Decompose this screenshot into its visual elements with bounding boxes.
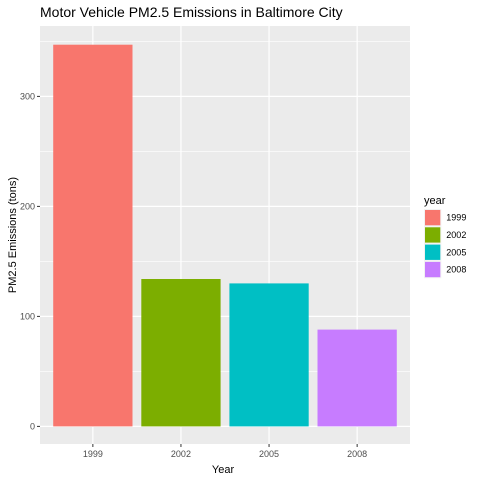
legend-title: year bbox=[424, 195, 446, 207]
bars bbox=[53, 44, 397, 427]
y-tick-label: 200 bbox=[20, 201, 35, 211]
y-tick-label: 300 bbox=[20, 91, 35, 101]
x-axis: 1999 2002 2005 2008 bbox=[83, 444, 367, 459]
legend-swatch-2005 bbox=[425, 244, 441, 260]
y-axis: 0 100 200 300 bbox=[20, 91, 40, 431]
y-tick-label: 100 bbox=[20, 311, 35, 321]
y-tick-label: 0 bbox=[30, 421, 35, 431]
legend: year 1999 2002 2005 2008 bbox=[424, 195, 466, 279]
bar-2005 bbox=[229, 283, 309, 427]
legend-label: 2002 bbox=[446, 230, 466, 240]
bar-2002 bbox=[141, 279, 221, 427]
bar-2008 bbox=[317, 329, 397, 427]
x-tick-label: 1999 bbox=[83, 449, 103, 459]
x-tick-label: 2005 bbox=[259, 449, 279, 459]
x-tick-label: 2002 bbox=[171, 449, 191, 459]
legend-label: 1999 bbox=[446, 213, 466, 223]
legend-label: 2008 bbox=[446, 265, 466, 275]
y-axis-title: PM2.5 Emissions (tons) bbox=[7, 177, 19, 293]
legend-swatch-2008 bbox=[425, 261, 441, 278]
legend-label: 2005 bbox=[446, 247, 466, 257]
chart-title: Motor Vehicle PM2.5 Emissions in Baltimo… bbox=[40, 4, 343, 20]
x-tick-label: 2008 bbox=[347, 449, 367, 459]
legend-swatch-1999 bbox=[425, 210, 441, 226]
bar-1999 bbox=[53, 44, 133, 427]
legend-swatch-2002 bbox=[425, 227, 441, 243]
x-axis-title: Year bbox=[212, 464, 235, 476]
